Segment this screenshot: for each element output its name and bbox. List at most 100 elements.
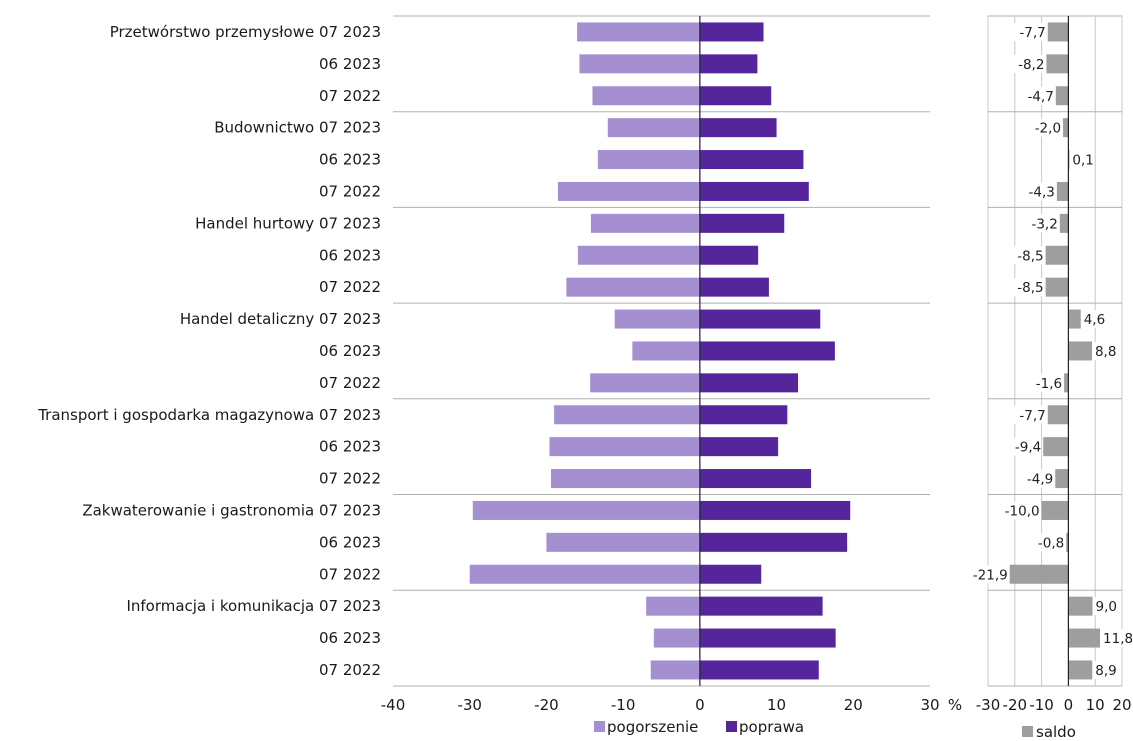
x-tick-label: 10 [767,696,786,714]
bar-pogorszenie [577,245,700,265]
bar-pogorszenie [590,213,700,233]
saldo-x-tick-label: -10 [1029,696,1054,714]
saldo-data-label: 0,1 [1072,153,1093,169]
bar-pogorszenie [549,437,700,457]
category-label-group: Handel detaliczny 07 2023 [180,310,381,328]
bar-poprawa [699,341,835,361]
bar-poprawa [699,118,777,138]
bar-pogorszenie [614,309,700,329]
bar-saldo [1064,373,1069,393]
category-label-group: Przetwórstwo przemysłowe 07 2023 [110,23,381,41]
bar-saldo [1066,532,1069,552]
saldo-label-bg [1094,660,1121,679]
saldo-data-label: -8,2 [1018,57,1044,73]
saldo-label-bg [1021,86,1054,105]
category-label-period: 06 2023 [319,55,381,73]
legend-swatch-saldo [1022,726,1033,737]
bar-poprawa [699,660,819,680]
category-label-period: 07 2022 [319,661,381,679]
bar-pogorszenie [646,596,700,616]
x-tick-label: 0 [695,696,705,714]
saldo-label-bg [1082,310,1110,329]
x-tick-label: -30 [457,696,482,714]
saldo-data-label: -4,3 [1029,184,1055,200]
x-tick-label: -40 [381,696,406,714]
bar-pogorszenie [592,86,700,106]
saldo-data-label: -21,9 [973,567,1008,583]
category-label-period: 06 2023 [319,246,381,264]
bar-saldo [1059,213,1069,233]
bar-pogorszenie [577,22,700,42]
bar-saldo [1045,245,1069,265]
bar-pogorszenie [653,628,700,648]
bar-pogorszenie [632,341,700,361]
bar-poprawa [699,245,759,265]
x-axis-unit: % [948,696,962,714]
category-label-period: 06 2023 [319,151,381,169]
legend-swatch-pogorszenie [594,721,605,732]
bar-poprawa [699,309,821,329]
bar-poprawa [699,500,851,520]
bar-pogorszenie [557,181,700,201]
saldo-label-bg [998,501,1040,520]
category-label-period: 07 2022 [319,565,381,583]
bar-saldo [1068,596,1093,616]
bar-pogorszenie [554,405,700,425]
category-label-period: 07 2022 [319,470,381,488]
bar-pogorszenie [579,54,700,74]
bar-pogorszenie [566,277,700,297]
saldo-label-bg [1012,22,1046,41]
category-label-period: 06 2023 [319,629,381,647]
bar-pogorszenie [546,532,700,552]
saldo-data-label: 9,0 [1096,599,1117,615]
bar-poprawa [699,150,804,170]
saldo-data-label: -4,7 [1027,89,1053,105]
bar-poprawa [699,54,758,74]
saldo-x-tick-label: 20 [1112,696,1131,714]
legend-label-saldo: saldo [1036,723,1076,737]
category-label-period: 07 2022 [319,87,381,105]
saldo-label-bg [1010,278,1044,297]
saldo-data-label: 4,6 [1084,312,1105,328]
saldo-data-label: 11,8 [1103,631,1133,647]
saldo-data-label: -2,0 [1035,121,1061,137]
bar-pogorszenie [597,150,700,170]
bar-pogorszenie [590,373,700,393]
bar-poprawa [699,564,762,584]
x-tick-label: -10 [611,696,636,714]
saldo-data-label: 8,8 [1095,344,1116,360]
bar-poprawa [699,181,809,201]
saldo-data-label: -7,7 [1019,25,1045,41]
bar-poprawa [699,22,764,42]
saldo-data-label: -0,8 [1038,535,1064,551]
bar-poprawa [699,532,848,552]
saldo-data-label: -4,9 [1027,472,1053,488]
category-label-group: Zakwaterowanie i gastronomia 07 2023 [82,501,381,519]
bar-poprawa [699,405,788,425]
bar-pogorszenie [551,469,700,489]
x-tick-label: -20 [534,696,559,714]
bar-pogorszenie [607,118,700,138]
saldo-label-bg [1020,469,1054,488]
saldo-label-bg [1025,214,1058,233]
bar-saldo [1047,22,1069,42]
bar-saldo [1055,86,1069,106]
saldo-data-label: -7,7 [1019,408,1045,424]
legend-swatch-poprawa [726,721,737,732]
bar-saldo [1041,500,1069,520]
category-label-group: Budownictwo 07 2023 [214,119,381,137]
x-tick-label: 20 [844,696,863,714]
category-label-group: Transport i gospodarka magazynowa 07 202… [37,406,381,424]
bar-saldo [1055,469,1069,489]
saldo-x-tick-label: -20 [1003,696,1028,714]
saldo-label-bg [1031,533,1065,552]
saldo-data-label: 8,9 [1095,663,1116,679]
legend-label-pogorszenie: pogorszenie [607,718,698,736]
category-label-period: 07 2022 [319,278,381,296]
bar-poprawa [699,469,812,489]
saldo-label-bg [1029,373,1063,392]
bar-poprawa [699,628,836,648]
legend-label-poprawa: poprawa [739,718,804,736]
